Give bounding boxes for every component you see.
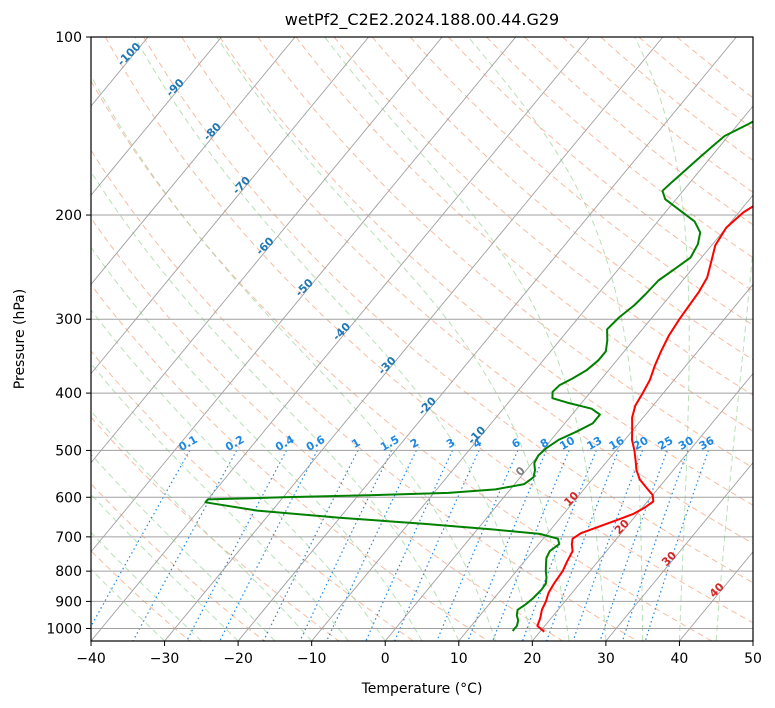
isotherm-line xyxy=(0,37,1,641)
moist-adiabat-line xyxy=(91,531,202,641)
y-tick-label: 700 xyxy=(55,530,82,546)
dry-adiabat-line xyxy=(295,37,753,432)
y-tick-label: 200 xyxy=(55,208,82,224)
isotherm-line xyxy=(91,37,296,286)
y-tick-label: 800 xyxy=(55,564,82,580)
x-axis-label: Temperature (°C) xyxy=(361,681,483,697)
dry-adiabat-line xyxy=(333,37,753,396)
y-tick-label: 300 xyxy=(55,312,82,328)
chart-title: wetPf2_C2E2.2024.188.00.44.G29 xyxy=(285,10,559,30)
dry-adiabat-line xyxy=(181,37,753,545)
dry-adiabat-line xyxy=(91,283,489,641)
plot-background xyxy=(91,37,753,641)
x-axis-ticks: −40 −30 −20 −10 0 10 20 30 40 50 xyxy=(76,641,762,667)
moist-adiabat-line xyxy=(91,309,386,641)
dry-adiabat-line xyxy=(105,37,753,624)
x-tick-label: −30 xyxy=(150,651,180,667)
y-tick-label: 1000 xyxy=(46,621,82,637)
x-tick-label: 10 xyxy=(450,651,468,667)
temperature-trace xyxy=(536,205,753,633)
dry-adiabat-line xyxy=(371,37,753,361)
profile-traces xyxy=(204,120,753,633)
dry-adiabat-line xyxy=(524,37,753,226)
dry-adiabat-line xyxy=(257,37,753,469)
y-axis-label: Pressure (hPa) xyxy=(12,289,28,389)
dry-adiabat-line xyxy=(562,37,753,193)
y-tick-label: 400 xyxy=(55,386,82,402)
mixing-ratio-line xyxy=(644,450,709,641)
mixing-ratio-line xyxy=(546,450,619,641)
isotherm-line xyxy=(237,37,737,641)
moist-adiabat-line xyxy=(91,453,276,641)
dewpoint-trace xyxy=(204,120,753,632)
y-tick-label: 900 xyxy=(55,594,82,610)
dry-adiabat-line xyxy=(91,350,414,641)
isotherm-line xyxy=(164,37,664,641)
moist-adiabat-line xyxy=(91,246,423,641)
dry-adiabat-line xyxy=(409,37,753,326)
mixing-ratio-line xyxy=(299,450,393,641)
isotherm-line xyxy=(752,640,753,641)
isotherm-line xyxy=(384,194,753,641)
dry-adiabat-line xyxy=(91,149,638,641)
isotherm-line xyxy=(91,37,517,553)
mixing-ratio-line xyxy=(467,450,547,641)
x-tick-label: 20 xyxy=(523,651,541,667)
moist-adiabat-line xyxy=(634,37,690,641)
y-axis-ticks: 100 200 300 400 500 600 700 800 900 1000 xyxy=(46,30,91,637)
isotherm-line xyxy=(311,105,753,641)
dry-adiabat-line xyxy=(91,80,713,641)
x-tick-label: −40 xyxy=(76,651,106,667)
x-tick-label: 50 xyxy=(744,651,762,667)
moist-adiabat-line xyxy=(91,362,349,641)
dry-adiabat-line xyxy=(91,482,265,641)
mixing-ratio-line xyxy=(132,450,238,641)
moist-adiabat-line xyxy=(216,37,570,641)
mixing-ratio-line xyxy=(219,450,318,641)
mixing-ratio-line xyxy=(436,450,519,641)
isotherm-line xyxy=(531,372,753,641)
y-tick-label: 600 xyxy=(55,490,82,506)
mixing-ratio-line xyxy=(326,450,417,641)
grid xyxy=(91,37,753,629)
moist-adiabat-line xyxy=(324,37,607,641)
moist-adiabat-line xyxy=(91,75,497,641)
moist-adiabat-line xyxy=(715,242,753,641)
plot-frame xyxy=(90,36,754,642)
dry-adiabat-line xyxy=(143,37,753,584)
y-tick-label: 500 xyxy=(55,443,82,459)
isotherm-line xyxy=(458,283,753,641)
isotherm-line xyxy=(605,461,753,641)
moist-adiabat-line xyxy=(91,568,165,641)
x-tick-label: −20 xyxy=(223,651,253,667)
dry-adiabat-line xyxy=(219,37,753,506)
isotherm-line xyxy=(91,37,590,641)
y-tick-label: 100 xyxy=(55,30,82,46)
background-lines xyxy=(0,37,753,641)
mixing-ratio-line xyxy=(572,450,644,641)
isotherm-line xyxy=(91,37,443,464)
dry-adiabat-line xyxy=(91,416,340,641)
dry-adiabat-line xyxy=(448,37,753,292)
moist-adiabat-line xyxy=(134,37,533,641)
mixing-ratio-line xyxy=(91,450,191,628)
dry-adiabat-line xyxy=(91,217,563,641)
isotherm-line xyxy=(91,37,369,375)
mixing-ratio-line xyxy=(186,450,288,641)
x-tick-label: −10 xyxy=(297,651,327,667)
x-tick-label: 30 xyxy=(597,651,615,667)
moist-adiabat-line xyxy=(467,37,644,641)
moist-adiabat-line xyxy=(91,170,460,641)
isotherm-line xyxy=(91,37,222,196)
x-tick-label: 40 xyxy=(671,651,689,667)
x-tick-label: 0 xyxy=(381,651,390,667)
moist-adiabat-line xyxy=(91,493,239,641)
mixing-ratio-line xyxy=(622,450,689,641)
